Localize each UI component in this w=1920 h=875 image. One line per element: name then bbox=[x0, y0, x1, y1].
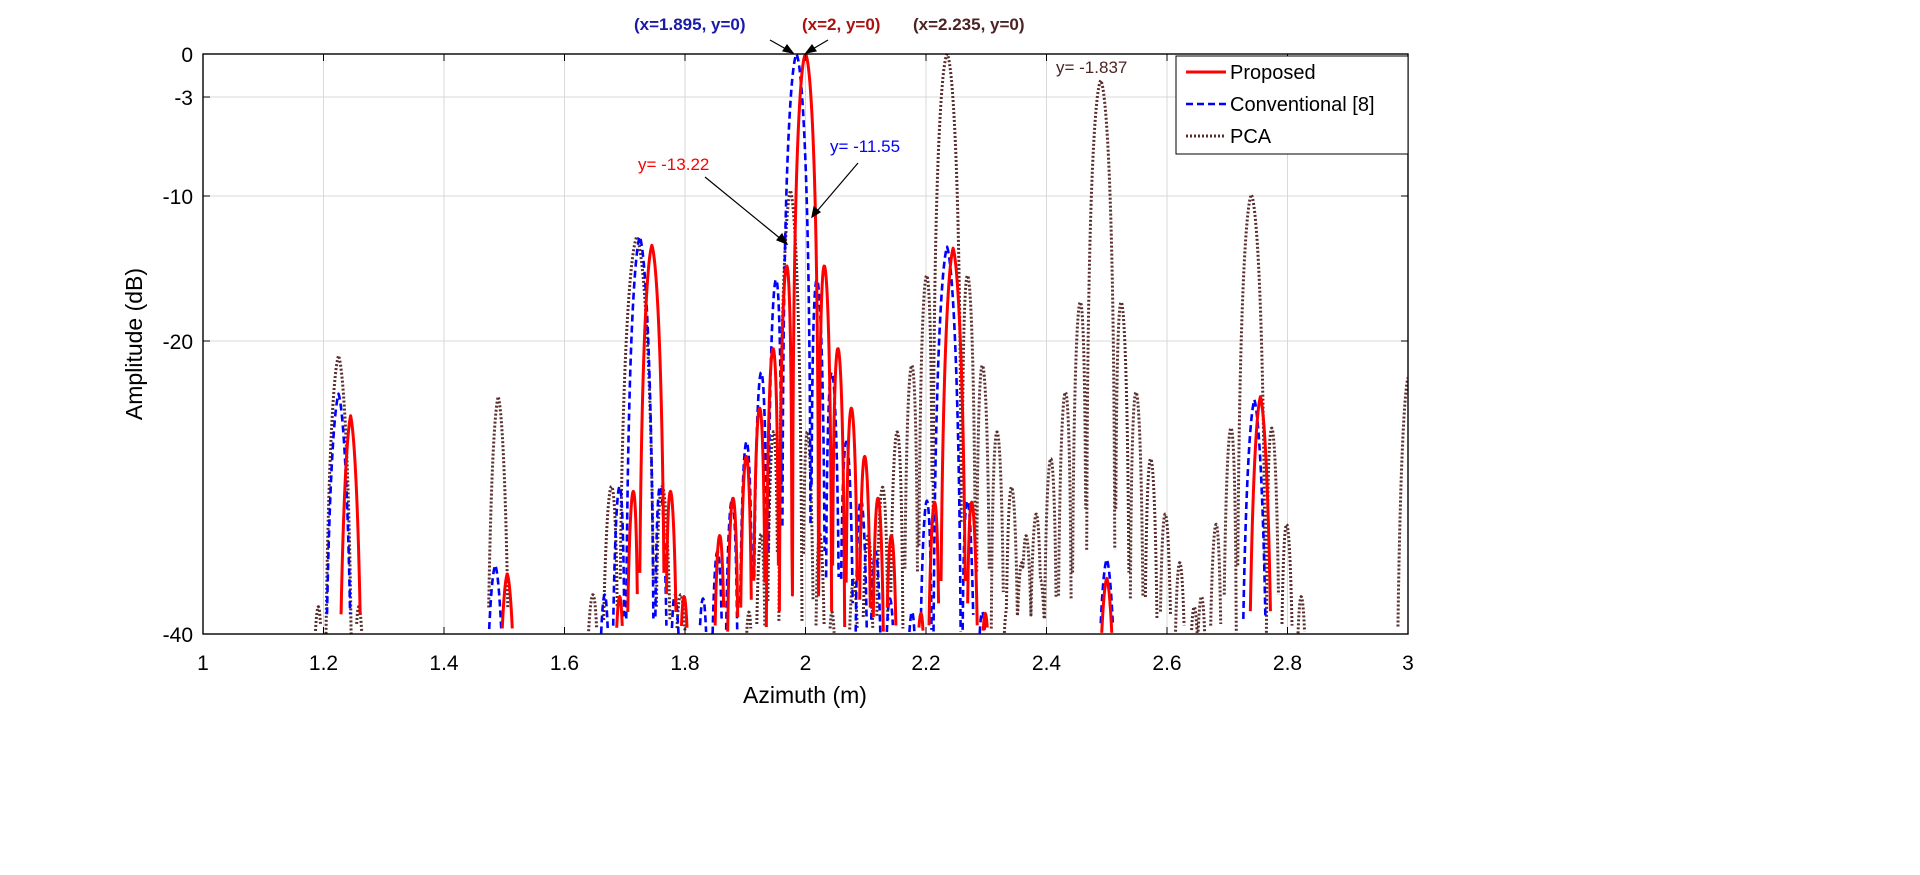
y-tick-label: 0 bbox=[181, 44, 193, 67]
x-tick-label: 3 bbox=[1402, 652, 1414, 675]
x-tick-label: 2 bbox=[800, 652, 812, 675]
series-line-proposed bbox=[339, 54, 1272, 633]
x-tick-label: 1.4 bbox=[429, 652, 459, 675]
x-tick-label: 1.2 bbox=[309, 652, 338, 675]
y-tick-label: -10 bbox=[163, 186, 193, 209]
annotations: (x=1.895, y=0) (x=2, y=0) (x=2.235, y=0)… bbox=[634, 15, 1127, 246]
annotation-pca-peak: (x=2.235, y=0) bbox=[913, 15, 1025, 34]
legend-label-pca: PCA bbox=[1230, 126, 1272, 148]
arrow-proposed-sidelobe bbox=[704, 176, 788, 245]
y-tick-label: -20 bbox=[163, 331, 193, 354]
x-axis-title: Azimuth (m) bbox=[743, 682, 867, 708]
legend: Proposed Conventional [8] PCA bbox=[1175, 55, 1409, 155]
legend-label-conventional: Conventional [8] bbox=[1230, 94, 1375, 116]
x-tick-label: 1.8 bbox=[670, 652, 699, 675]
y-tick-label: -3 bbox=[174, 87, 193, 110]
arrowhead-conventional-sidelobe bbox=[811, 205, 822, 219]
series-layer bbox=[313, 54, 1408, 634]
annotation-proposed-peak: (x=2, y=0) bbox=[802, 15, 880, 34]
arrowhead-conventional-peak bbox=[782, 43, 795, 54]
annotation-pca-second-peak: y= -1.837 bbox=[1056, 58, 1127, 77]
legend-label-proposed: Proposed bbox=[1230, 62, 1316, 84]
x-tick-label: 2.6 bbox=[1152, 652, 1181, 675]
arrowhead-proposed-sidelobe bbox=[776, 232, 789, 246]
x-tick-label: 2.8 bbox=[1273, 652, 1302, 675]
annotation-conventional-peak: (x=1.895, y=0) bbox=[634, 15, 746, 34]
x-tick-label: 1 bbox=[197, 652, 209, 675]
x-tick-label: 1.6 bbox=[550, 652, 579, 675]
y-tick-label: -40 bbox=[163, 624, 193, 647]
arrowhead-proposed-peak bbox=[804, 43, 817, 54]
y-axis-title: Amplitude (dB) bbox=[121, 268, 147, 420]
annotation-arrows bbox=[704, 39, 859, 246]
x-tick-label: 2.2 bbox=[911, 652, 940, 675]
arrow-conventional-sidelobe bbox=[811, 162, 859, 218]
annotation-conventional-sidelobe: y= -11.55 bbox=[830, 137, 900, 156]
axis-ticks: 1 1.2 1.4 1.6 1.8 2 2.2 2.4 2.6 2.8 3 0 -3 -10 -20 -40 bbox=[163, 44, 1414, 675]
annotation-proposed-sidelobe: y= -13.22 bbox=[638, 155, 709, 174]
x-tick-label: 2.4 bbox=[1032, 652, 1062, 675]
